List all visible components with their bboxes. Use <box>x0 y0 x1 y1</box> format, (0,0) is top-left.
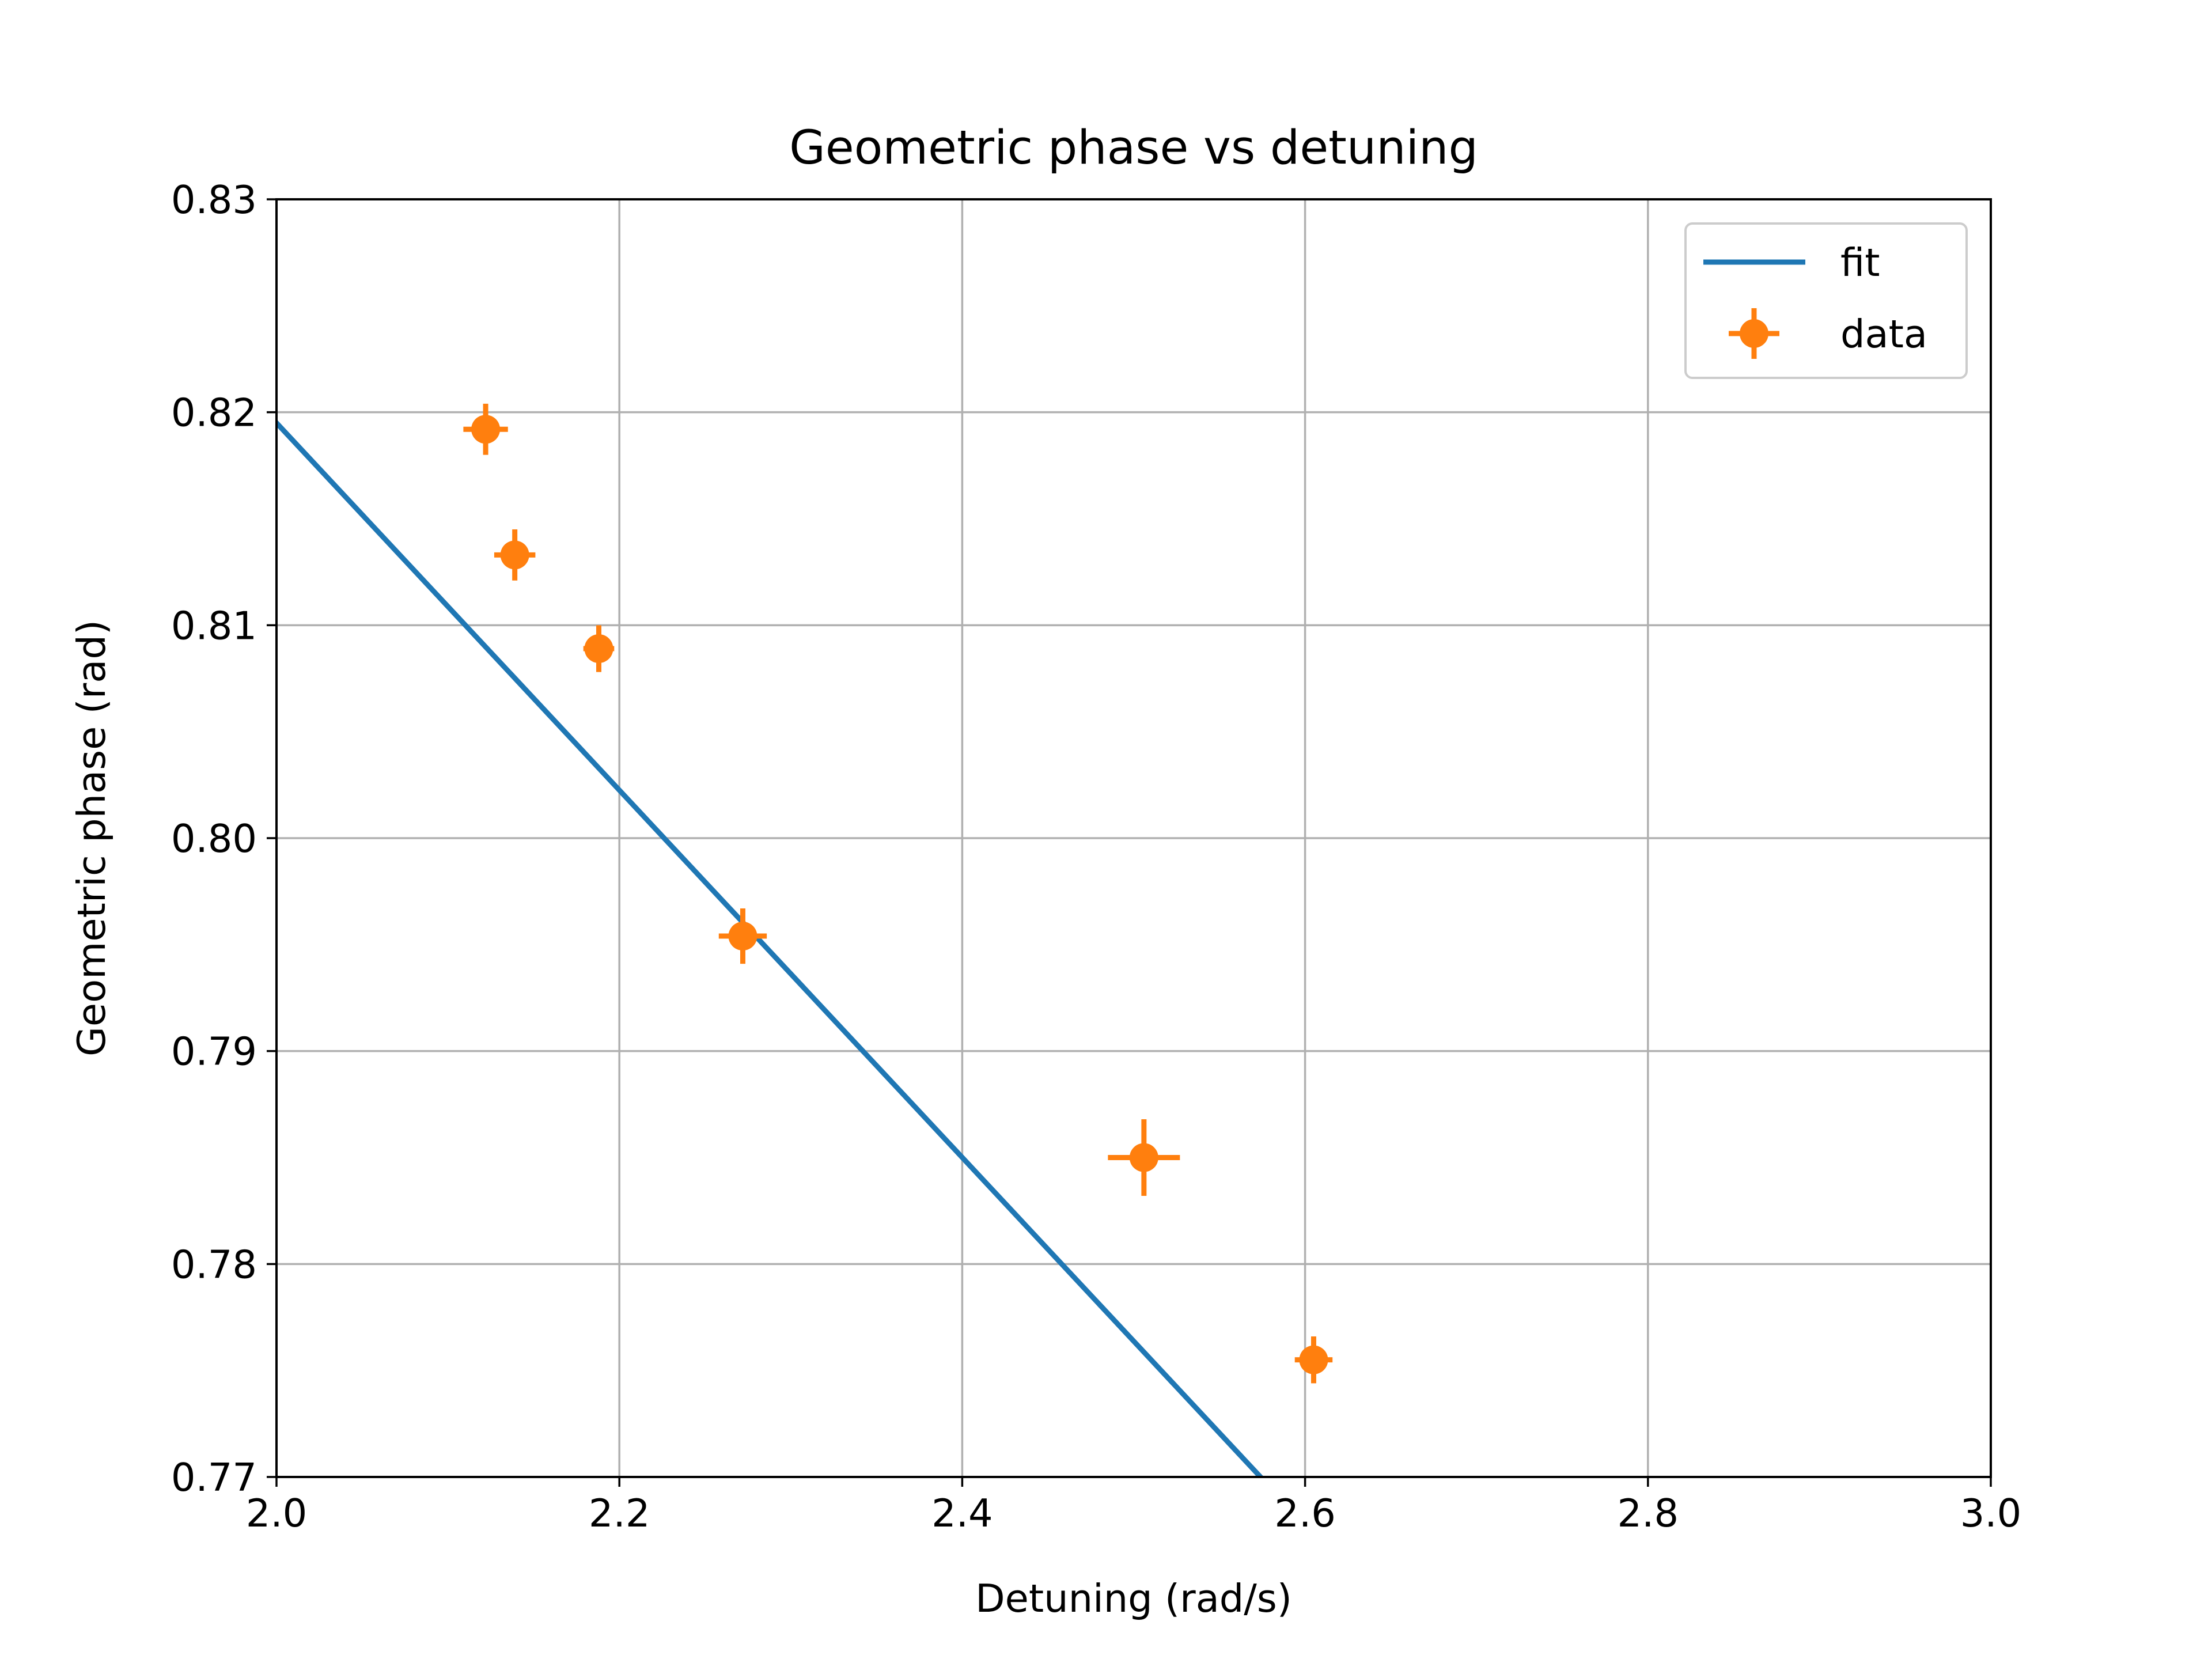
y-tick-label: 0.82 <box>171 391 257 435</box>
y-tick-label: 0.77 <box>171 1455 257 1500</box>
data-marker <box>584 634 613 663</box>
chart-title: Geometric phase vs detuning <box>789 121 1478 175</box>
y-tick-label: 0.80 <box>171 816 257 861</box>
data-marker <box>728 922 757 951</box>
data-point <box>583 625 615 672</box>
data-marker <box>500 540 529 570</box>
data-point <box>1294 1336 1333 1384</box>
data-marker <box>471 415 501 444</box>
x-axis: 2.0 2.2 2.4 2.6 2.8 3.0 <box>246 1477 2022 1536</box>
x-tick-label: 2.0 <box>246 1491 308 1536</box>
data-point <box>494 529 536 581</box>
legend: fit data <box>1684 222 1968 379</box>
x-tick-label: 3.0 <box>1960 1491 2022 1536</box>
data-marker <box>1129 1143 1158 1172</box>
x-tick-label: 2.4 <box>931 1491 993 1536</box>
data-point <box>463 403 508 455</box>
plot-content <box>276 403 1333 1477</box>
y-tick-label: 0.83 <box>171 177 257 222</box>
data-marker <box>1299 1345 1328 1374</box>
y-tick-label: 0.79 <box>171 1029 257 1074</box>
x-tick-label: 2.6 <box>1274 1491 1336 1536</box>
fit-line-group <box>276 419 1264 1477</box>
y-tick-label: 0.78 <box>171 1242 257 1287</box>
fit-line <box>276 419 1264 1477</box>
x-tick-label: 2.8 <box>1618 1491 1679 1536</box>
data-point <box>1108 1119 1180 1196</box>
data-point <box>718 908 767 964</box>
data-points-group <box>463 403 1333 1384</box>
legend-data-swatch <box>1729 308 1779 359</box>
x-tick-label: 2.2 <box>589 1491 650 1536</box>
legend-fit-label: fit <box>1840 240 1880 285</box>
y-axis-label: Geometric phase (rad) <box>69 620 114 1056</box>
y-axis: 0.77 0.78 0.79 0.80 0.81 0.82 0.83 <box>171 177 276 1500</box>
y-tick-label: 0.81 <box>171 603 257 648</box>
legend-data-marker <box>1740 319 1768 348</box>
legend-data-label: data <box>1840 312 1927 357</box>
x-axis-label: Detuning (rad/s) <box>975 1576 1292 1621</box>
